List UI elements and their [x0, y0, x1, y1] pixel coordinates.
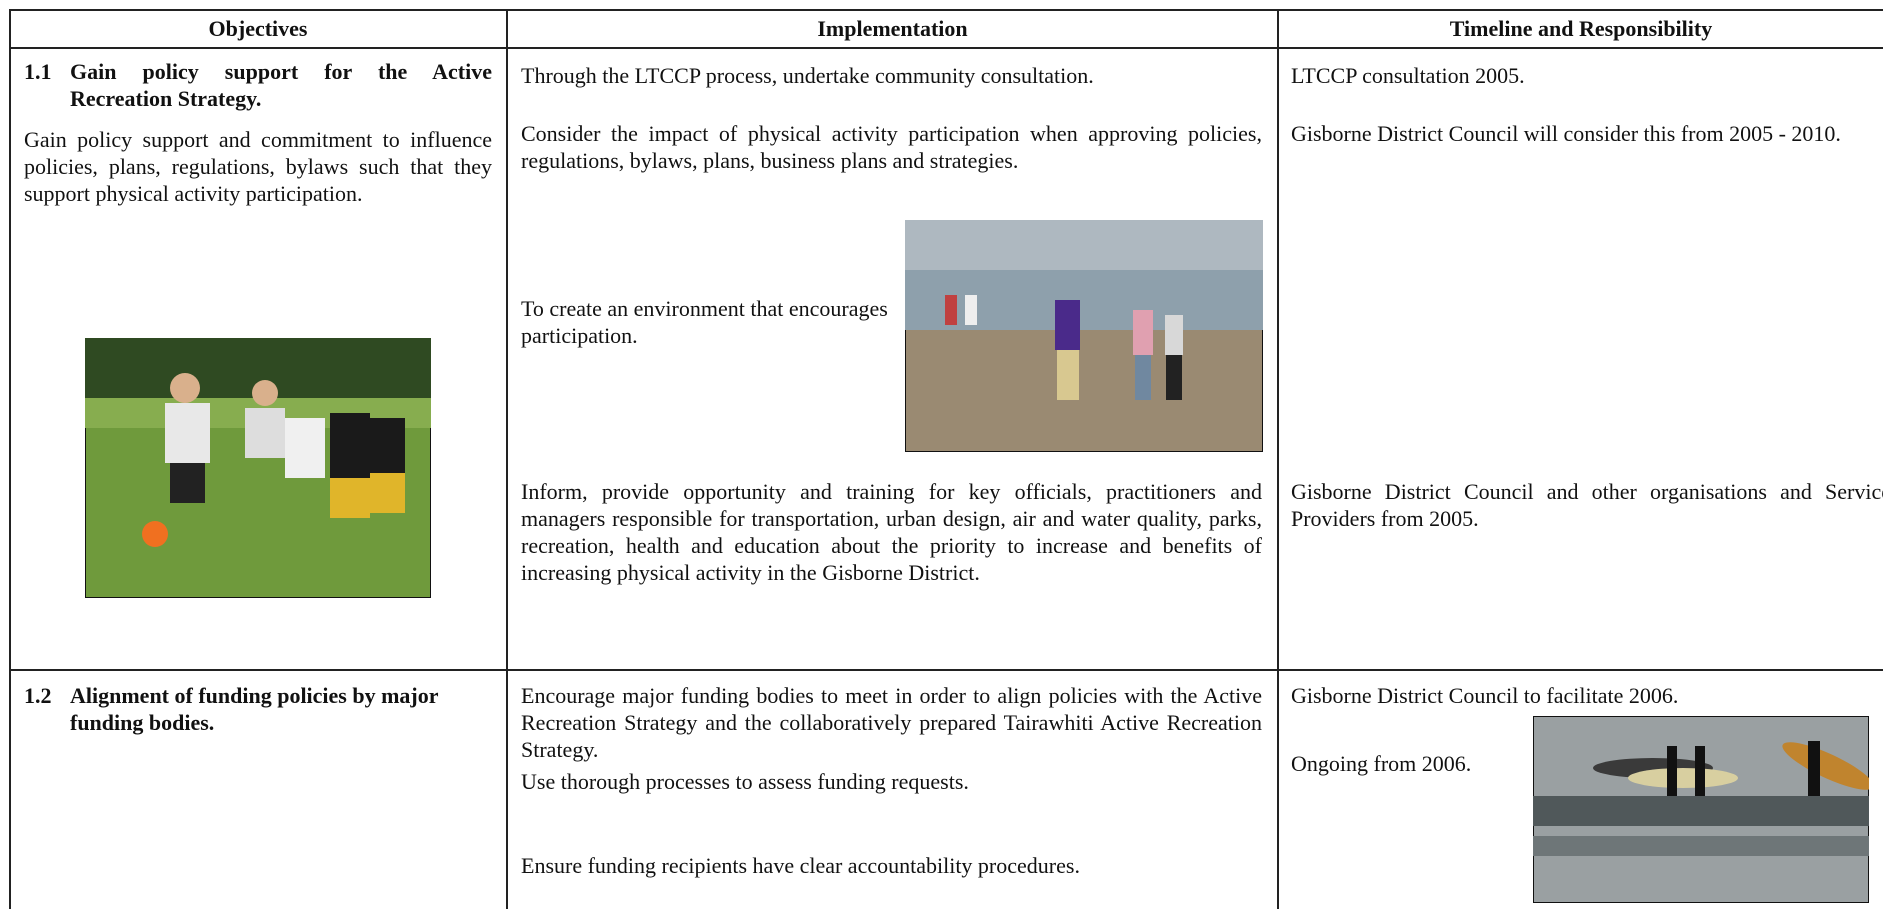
implementation-text: To create an environment that encourages…	[521, 295, 901, 349]
rule	[1277, 9, 1279, 909]
photo-surfers	[1533, 716, 1869, 903]
timeline-text: Ongoing from 2006.	[1291, 750, 1511, 777]
objective-number: 1.2	[24, 682, 52, 709]
implementation-text: Consider the impact of physical activity…	[521, 120, 1262, 174]
timeline-text: Gisborne District Council and other orga…	[1291, 478, 1883, 532]
implementation-text: Ensure funding recipients have clear acc…	[521, 852, 1262, 879]
photo-beach	[905, 220, 1263, 452]
rule	[506, 9, 508, 909]
objective-title: Alignment of funding policies by major f…	[24, 682, 492, 736]
implementation-text: Through the LTCCP process, undertake com…	[521, 62, 1262, 89]
objective-text: Gain policy support and commitment to in…	[24, 126, 492, 207]
objective-title: Gain policy support for the Active Recre…	[24, 58, 492, 112]
column-header: Timeline and Responsibility	[1279, 10, 1883, 48]
objective-number: 1.1	[24, 58, 52, 85]
column-header: Implementation	[508, 10, 1277, 48]
timeline-text: Gisborne District Council to facilitate …	[1291, 682, 1883, 709]
column-header: Objectives	[10, 10, 506, 48]
implementation-text: Inform, provide opportunity and training…	[521, 478, 1262, 586]
objective-heading: 1.1 Gain policy support for the Active R…	[24, 58, 492, 112]
implementation-text: Encourage major funding bodies to meet i…	[521, 682, 1262, 763]
rule	[10, 669, 1883, 671]
implementation-text: Use thorough processes to assess funding…	[521, 768, 1262, 795]
objective-heading: 1.2 Alignment of funding policies by maj…	[24, 682, 492, 736]
page: Objectives Implementation Timeline and R…	[0, 0, 1883, 909]
photo-soccer	[85, 338, 431, 598]
timeline-text: LTCCP consultation 2005.	[1291, 62, 1883, 89]
timeline-text: Gisborne District Council will consider …	[1291, 120, 1883, 147]
rule	[9, 9, 11, 909]
